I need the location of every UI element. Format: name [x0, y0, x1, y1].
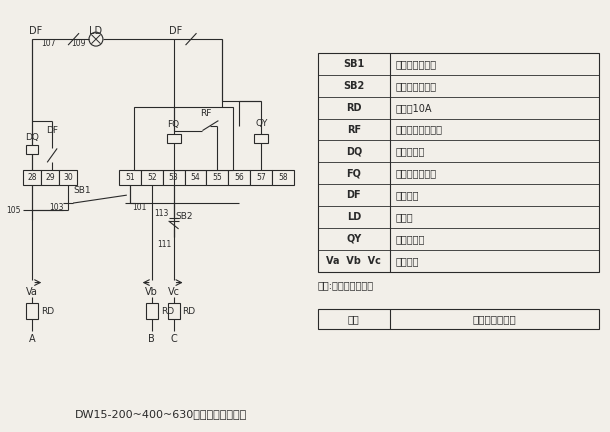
Text: 30: 30: [63, 173, 73, 182]
Text: 军哥制作组制图: 军哥制作组制图: [472, 314, 516, 324]
Bar: [167, 133, 181, 143]
Text: DF: DF: [169, 26, 182, 36]
Bar: [26, 303, 38, 319]
Text: 燕断全10A: 燕断全10A: [396, 103, 432, 113]
Bar: [228, 170, 250, 185]
Bar: [134, 107, 234, 170]
Text: LD: LD: [346, 212, 361, 222]
Bar: [250, 170, 272, 185]
Bar: [185, 170, 206, 185]
Text: 53: 53: [169, 173, 179, 182]
Text: 启动按鈕（绻）: 启动按鈕（绻）: [396, 59, 437, 69]
Text: RF: RF: [199, 109, 211, 118]
Text: FQ: FQ: [346, 168, 361, 178]
Bar: [163, 170, 185, 185]
Text: 欠压脱扣圈: 欠压脱扣圈: [396, 234, 425, 244]
Text: B: B: [148, 334, 155, 344]
Text: RD: RD: [182, 307, 196, 316]
Bar: [26, 146, 38, 154]
Text: 107: 107: [41, 38, 56, 48]
Text: 指示灯: 指示灯: [396, 212, 413, 222]
Text: 55: 55: [212, 173, 222, 182]
Text: 电磁锁线圈: 电磁锁线圈: [396, 146, 425, 156]
Text: 分离脱扣器线圈: 分离脱扣器线圈: [396, 168, 437, 178]
Text: 101: 101: [132, 203, 146, 212]
Text: 113: 113: [154, 209, 169, 218]
Text: DQ: DQ: [25, 133, 39, 142]
Text: 52: 52: [147, 173, 157, 182]
Bar: [41, 170, 59, 185]
Bar: [206, 170, 228, 185]
Text: 109: 109: [71, 38, 85, 48]
Bar: [119, 170, 141, 185]
Text: 58: 58: [278, 173, 288, 182]
Text: DQ: DQ: [346, 146, 362, 156]
Text: 51: 51: [125, 173, 135, 182]
Text: Va  Vb  Vc: Va Vb Vc: [326, 256, 381, 266]
Text: SB1: SB1: [73, 186, 91, 195]
Text: A: A: [29, 334, 35, 344]
Text: 制图: 制图: [348, 314, 360, 324]
Text: 热继电器常开触头: 热继电器常开触头: [396, 124, 443, 134]
Text: 57: 57: [256, 173, 266, 182]
Bar: [254, 133, 268, 143]
Text: 去电能表: 去电能表: [396, 256, 419, 266]
Bar: [272, 170, 294, 185]
Bar: [146, 303, 157, 319]
Text: Va: Va: [26, 286, 38, 296]
Bar: [318, 53, 598, 272]
Bar: [23, 170, 41, 185]
Text: SB2: SB2: [343, 81, 364, 91]
Text: SB1: SB1: [343, 59, 364, 69]
Text: RD: RD: [346, 103, 362, 113]
Text: DF: DF: [29, 26, 42, 36]
Text: RF: RF: [346, 124, 361, 134]
Text: 111: 111: [157, 240, 171, 249]
Text: 29: 29: [45, 173, 55, 182]
Bar: [168, 303, 179, 319]
Text: DF: DF: [46, 126, 58, 135]
Text: FQ: FQ: [168, 120, 180, 129]
Text: DW15-200~400~630万能断路器接线图: DW15-200~400~630万能断路器接线图: [74, 409, 247, 419]
Text: RD: RD: [160, 307, 174, 316]
Text: C: C: [170, 334, 177, 344]
Text: 103: 103: [49, 203, 64, 212]
Text: 停止按鈕（红）: 停止按鈕（红）: [396, 81, 437, 91]
Text: Vc: Vc: [168, 286, 179, 296]
Text: 105: 105: [6, 206, 21, 215]
Text: 说明:彩线为用户配线: 说明:彩线为用户配线: [318, 280, 374, 291]
Text: SB2: SB2: [176, 213, 193, 222]
Bar: [141, 170, 163, 185]
Text: 54: 54: [191, 173, 200, 182]
Text: QY: QY: [255, 119, 267, 128]
Text: 辅助出头: 辅助出头: [396, 190, 419, 200]
Bar: [59, 170, 77, 185]
Text: 56: 56: [234, 173, 244, 182]
Text: QY: QY: [346, 234, 361, 244]
Text: DF: DF: [346, 190, 361, 200]
Text: 28: 28: [27, 173, 37, 182]
Text: LD: LD: [90, 26, 102, 36]
Text: Vb: Vb: [145, 286, 158, 296]
Bar: [318, 309, 598, 329]
Text: RD: RD: [41, 307, 54, 316]
